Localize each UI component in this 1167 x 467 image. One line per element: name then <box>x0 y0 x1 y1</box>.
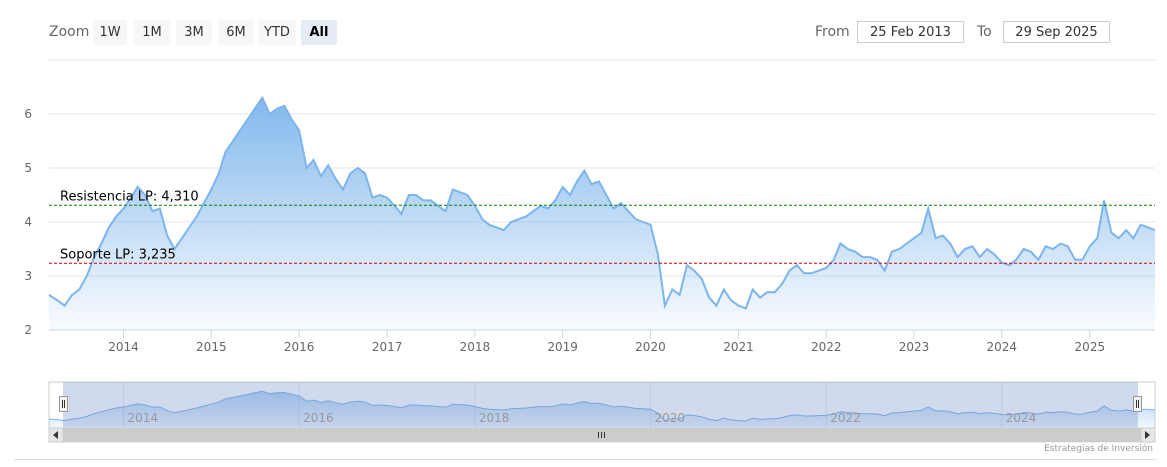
zoom-1m-button[interactable]: 1M <box>134 20 170 45</box>
navigator-line <box>48 390 1156 422</box>
navigator-tick-label: 2016 <box>303 411 334 425</box>
navigator-right-handle[interactable] <box>1133 396 1142 412</box>
navigator-mask[interactable] <box>63 382 1138 428</box>
x-tick-label: 2016 <box>284 340 315 354</box>
arrow-right-icon <box>1145 431 1150 439</box>
x-tick-label: 2018 <box>460 340 491 354</box>
y-tick-label: 3 <box>24 269 32 283</box>
y-axis: 2 3 4 5 6 <box>24 107 32 337</box>
zoom-label: Zoom <box>49 24 90 40</box>
x-tick-label: 2024 <box>987 340 1018 354</box>
x-axis: 2014 2015 2016 2017 2018 2019 2020 2021 2022 2023… <box>49 329 1155 354</box>
y-tick-label: 5 <box>24 161 32 175</box>
zoom-6m-button[interactable]: 6M <box>218 20 254 45</box>
y-tick-label: 2 <box>24 323 32 337</box>
zoom-ytd-button[interactable]: YTD <box>258 20 296 45</box>
navigator-ticks: 2014 2016 2018 2020 2022 2024 <box>128 411 1037 425</box>
range-selector: Zoom 1W 1M 3M 6M YTD All From 25 Feb 201… <box>0 0 1167 56</box>
navigator-tick-label: 2022 <box>830 411 861 425</box>
from-label: From <box>815 24 850 40</box>
price-line <box>48 95 1156 310</box>
navigator-tick-label: 2014 <box>128 411 159 425</box>
navigator-tick-label: 2024 <box>1006 411 1037 425</box>
y-tick-label: 4 <box>24 215 32 229</box>
zoom-3m-button[interactable]: 3M <box>176 20 212 45</box>
x-tick-label: 2023 <box>899 340 930 354</box>
x-tick-label: 2021 <box>723 340 754 354</box>
x-tick-label: 2014 <box>108 340 139 354</box>
reference-lines: Resistencia LP: 4,310 Soporte LP: 3,235 <box>49 189 1155 264</box>
reference-line-label: Soporte LP: 3,235 <box>60 247 176 262</box>
x-tick-label: 2025 <box>1075 340 1106 354</box>
reference-line-label: Resistencia LP: 4,310 <box>60 189 199 204</box>
x-tick-label: 2020 <box>635 340 666 354</box>
navigator-tick-label: 2018 <box>479 411 510 425</box>
x-tick-label: 2022 <box>811 340 842 354</box>
from-date-input[interactable]: 25 Feb 2013 <box>857 21 964 43</box>
x-tick-label: 2019 <box>547 340 578 354</box>
to-label: To <box>977 24 992 40</box>
scrollbar[interactable] <box>48 427 1156 443</box>
x-tick-label: 2015 <box>196 340 227 354</box>
y-tick-label: 6 <box>24 107 32 121</box>
zoom-all-button[interactable]: All <box>301 20 337 45</box>
x-tick-label: 2017 <box>372 340 403 354</box>
navigator-area <box>49 391 1155 428</box>
arrow-left-icon <box>53 431 58 439</box>
bottom-divider <box>14 459 1157 460</box>
zoom-1w-button[interactable]: 1W <box>93 20 127 45</box>
credits: Estrategias de Inversión <box>1044 444 1153 454</box>
navigator-left-handle[interactable] <box>59 396 68 412</box>
to-date-input[interactable]: 29 Sep 2025 <box>1003 21 1110 43</box>
navigator-tick-label: 2020 <box>654 411 685 425</box>
navigator[interactable]: 2014 2016 2018 2020 2022 2024 <box>48 381 1156 429</box>
price-area <box>49 97 1155 330</box>
